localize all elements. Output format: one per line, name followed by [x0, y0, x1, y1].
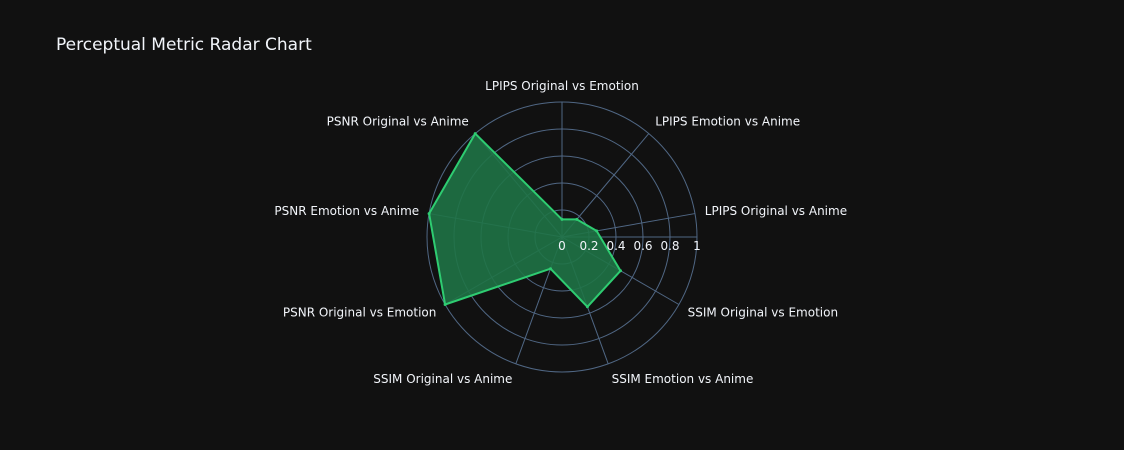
category-label: SSIM Emotion vs Anime [612, 372, 754, 386]
data-point [549, 267, 552, 271]
radial-tick-label: 0.4 [606, 239, 625, 253]
data-point [619, 269, 622, 273]
data-point [585, 305, 589, 309]
category-label: SSIM Original vs Emotion [688, 306, 838, 320]
series-area [428, 132, 622, 308]
category-label: LPIPS Emotion vs Anime [655, 114, 800, 128]
category-label: SSIM Original vs Anime [373, 372, 512, 386]
data-point [443, 303, 447, 306]
radial-tick-label: 0.6 [633, 239, 652, 253]
category-label: PSNR Original vs Emotion [283, 306, 437, 320]
category-label: LPIPS Original vs Anime [705, 204, 847, 218]
chart-title: Perceptual Metric Radar Chart [56, 35, 312, 55]
data-point [560, 217, 564, 221]
radial-ticks: 0 0.2 0.4 0.6 0.8 1 [558, 239, 701, 253]
category-label: PSNR Emotion vs Anime [274, 204, 419, 218]
category-label: PSNR Original vs Anime [327, 114, 469, 128]
radar-series [427, 132, 622, 309]
data-point [575, 217, 579, 221]
category-label: LPIPS Original vs Emotion [485, 79, 639, 93]
radial-tick-label: 0 [558, 239, 566, 253]
data-point [473, 132, 477, 136]
data-point [595, 229, 599, 233]
radial-tick-label: 0.2 [579, 239, 598, 253]
axis-labels: LPIPS Original vs Emotion LPIPS Emotion v… [274, 79, 847, 386]
data-point [427, 212, 431, 216]
radial-tick-label: 1 [693, 239, 701, 253]
radial-tick-label: 0.8 [660, 239, 679, 253]
